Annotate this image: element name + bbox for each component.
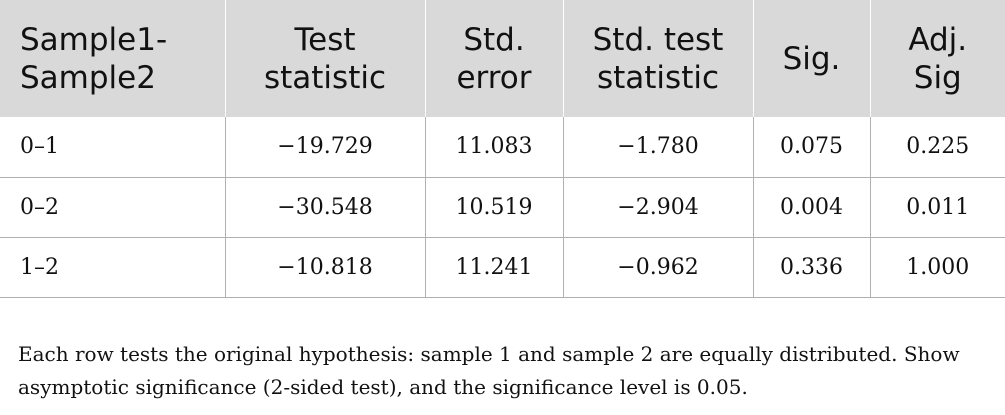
cell-std-test-statistic: −0.962	[562, 237, 753, 297]
cell-adj-sig: 1.000	[869, 237, 1005, 297]
header-sample-pair: Sample1- Sample2	[20, 21, 168, 96]
cell-sample-pair: 1–2	[20, 254, 59, 280]
table-footnote: Each row tests the original hypothesis: …	[18, 342, 960, 399]
cell-sig: 0.336	[752, 237, 870, 297]
cell-std-error: 10.519	[424, 177, 563, 237]
cell-std-error: 11.083	[424, 117, 563, 177]
table-row: 1–2 −10.818 11.241 −0.962 0.336 1.000	[0, 237, 1005, 297]
cell-adj-sig: 0.225	[869, 117, 1005, 177]
table-header-row: Sample1- Sample2 Test statistic Std. err…	[0, 0, 1005, 117]
cell-sample-pair: 0–1	[20, 134, 59, 160]
pairwise-comparison-table: Sample1- Sample2 Test statistic Std. err…	[0, 0, 1005, 297]
cell-std-error: 11.241	[424, 237, 563, 297]
header-std-test-statistic: Std. test statistic	[562, 0, 753, 117]
header-sig: Sig.	[752, 0, 870, 117]
cell-test-statistic: −19.729	[224, 117, 425, 177]
table-row: 0–1 −19.729 11.083 −1.780 0.075 0.225	[0, 117, 1005, 177]
cell-test-statistic: −30.548	[224, 177, 425, 237]
cell-std-test-statistic: −1.780	[562, 117, 753, 177]
cell-sig: 0.004	[752, 177, 870, 237]
table-row: 0–2 −30.548 10.519 −2.904 0.004 0.011	[0, 177, 1005, 237]
cell-test-statistic: −10.818	[224, 237, 425, 297]
cell-std-test-statistic: −2.904	[562, 177, 753, 237]
header-std-error: Std. error	[424, 0, 563, 117]
cell-sample-pair: 0–2	[20, 194, 59, 220]
results-table-container: Sample1- Sample2 Test statistic Std. err…	[0, 0, 1005, 297]
header-adj-sig: Adj. Sig	[869, 0, 1005, 117]
cell-sig: 0.075	[752, 117, 870, 177]
cell-adj-sig: 0.011	[869, 177, 1005, 237]
header-test-statistic: Test statistic	[224, 0, 425, 117]
